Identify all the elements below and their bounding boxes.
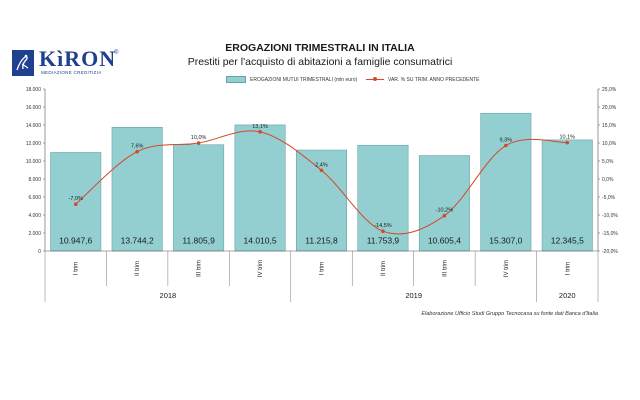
category-label: II trim xyxy=(135,261,141,276)
left-axis-tick-label: 0 xyxy=(38,249,41,255)
variation-point xyxy=(319,168,324,173)
category-label: I trim xyxy=(320,262,326,275)
variation-point xyxy=(258,130,262,134)
variation-point xyxy=(135,149,139,154)
logo-registered-mark: ® xyxy=(114,50,119,56)
bar-value-label: 13.744,2 xyxy=(121,236,154,246)
right-axis-tick-label: 10,0% xyxy=(602,141,617,147)
variation-point xyxy=(565,140,570,145)
source-note: Elaborazione Ufficio Studi Gruppo Tecnoc… xyxy=(421,311,598,317)
variation-point-label: -14,5% xyxy=(374,223,392,229)
bar xyxy=(480,112,532,252)
bar xyxy=(50,152,102,252)
variation-point-label: 7,6% xyxy=(131,144,144,150)
legend-line-marker xyxy=(373,77,377,81)
right-axis-tick-label: 20,0% xyxy=(602,105,617,111)
bar-value-label: 11.805,9 xyxy=(182,236,215,246)
bar-value-label: 10.947,6 xyxy=(59,236,92,246)
variation-point xyxy=(442,213,447,218)
variation-point-label: 10,1% xyxy=(559,135,575,141)
left-axis-tick-label: 14.000 xyxy=(26,123,42,129)
category-label: I trim xyxy=(565,262,571,275)
variation-point-label: 9,3% xyxy=(500,138,513,144)
variation-point-label: -7,0% xyxy=(69,196,83,202)
variation-point-label: 10,0% xyxy=(191,135,207,141)
legend-line-label: VAR. % SU TRIM. ANNO PRECEDENTE xyxy=(388,77,480,83)
right-axis-tick-label: -20,0% xyxy=(602,249,618,255)
bar-value-label: 11.753,9 xyxy=(367,236,400,246)
bar-value-label: 12.345,5 xyxy=(551,236,584,246)
bar xyxy=(234,124,286,252)
right-axis-tick-label: -10,0% xyxy=(602,213,618,219)
bar-value-label: 14.010,5 xyxy=(244,236,277,246)
left-axis-tick-label: 6.000 xyxy=(28,195,41,201)
right-axis-tick-label: 25,0% xyxy=(602,87,617,93)
left-axis-tick-label: 18.000 xyxy=(26,87,42,93)
bar xyxy=(173,144,225,252)
left-axis-tick-label: 8.000 xyxy=(28,177,41,183)
left-axis-tick-label: 2.000 xyxy=(28,231,41,237)
category-label: III trim xyxy=(197,260,203,277)
right-axis-tick-label: -5,0% xyxy=(602,195,616,201)
legend-bar-label: EROGAZIONI MUTUI TRIMESTRALI (mln euro) xyxy=(250,77,358,83)
kiron-emblem-icon xyxy=(12,50,34,76)
variation-point xyxy=(381,229,385,233)
left-axis-tick-label: 10.000 xyxy=(26,159,42,165)
category-label: III trim xyxy=(442,260,448,277)
year-label: 2019 xyxy=(405,291,422,300)
bar-value-label: 15.307,0 xyxy=(489,236,522,246)
left-axis-tick-label: 16.000 xyxy=(26,105,42,111)
bar xyxy=(357,144,409,252)
chart-title: EROGAZIONI TRIMESTRALI IN ITALIA xyxy=(225,42,415,54)
left-axis-tick-label: 12.000 xyxy=(26,141,42,147)
variation-point-label: -10,2% xyxy=(436,208,454,214)
variation-point xyxy=(196,141,201,145)
bar-value-label: 11.215,8 xyxy=(305,236,338,246)
category-label: IV trim xyxy=(504,260,510,277)
kiron-logo: KìRON ® MEDIAZIONE CREDITIZIA xyxy=(12,46,122,80)
bar xyxy=(111,127,163,252)
variation-point xyxy=(73,202,78,206)
variation-point-label: 2,4% xyxy=(315,162,328,168)
variation-point-label: 13,1% xyxy=(252,124,268,130)
year-label: 2018 xyxy=(160,291,177,300)
chart-subtitle: Prestiti per l'acquisto di abitazioni a … xyxy=(187,56,453,68)
right-axis-tick-label: -15,0% xyxy=(602,231,618,237)
category-label: IV trim xyxy=(258,260,264,277)
legend-bar-swatch xyxy=(226,76,246,83)
logo-name: KìRON xyxy=(39,46,117,71)
right-axis-tick-label: 5,0% xyxy=(602,159,614,165)
bar xyxy=(296,149,347,252)
bar xyxy=(418,155,470,252)
logo-tagline: MEDIAZIONE CREDITIZIA xyxy=(41,70,102,75)
variation-point xyxy=(504,143,508,148)
category-label: II trim xyxy=(381,261,387,276)
category-label: I trim xyxy=(74,262,80,275)
right-axis-tick-label: 15,0% xyxy=(602,123,617,129)
bar-value-label: 10.605,4 xyxy=(428,236,461,246)
left-axis-tick-label: 4.000 xyxy=(28,213,41,219)
bar xyxy=(541,139,593,252)
year-label: 2020 xyxy=(559,291,576,300)
right-axis-tick-label: 0,0% xyxy=(602,177,614,183)
